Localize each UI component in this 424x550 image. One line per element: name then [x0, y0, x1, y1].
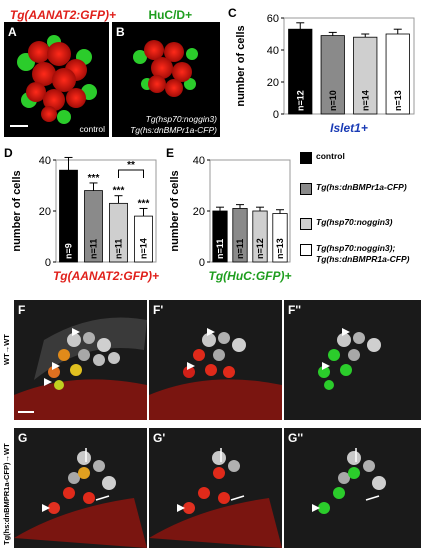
row-f-side-label: WT→WT	[2, 334, 11, 365]
n-label: n=14	[139, 238, 149, 259]
y-tick-label: 40	[193, 155, 205, 167]
y-tick-label: 20	[267, 77, 279, 89]
panel-g2-image	[284, 428, 421, 548]
panel-b: B Tg(hsp70:noggin3) Tg(hs:dnBMPr1a-CFP)	[112, 22, 220, 137]
title-red: Tg(AANAT2:GFP)+	[9, 8, 116, 22]
y-tick-label: 20	[39, 206, 51, 218]
panel-b-caption-1: Tg(hsp70:noggin3)	[145, 114, 217, 124]
y-tick-label: 60	[267, 13, 279, 25]
y-tick-label: 40	[39, 155, 51, 167]
significance-stars: ***	[88, 173, 100, 184]
n-label: n=14	[360, 90, 370, 111]
significance-stars: ***	[138, 198, 150, 209]
n-label: n=9	[64, 243, 74, 259]
panel-f2-image	[284, 300, 421, 420]
bar	[109, 202, 128, 263]
x-axis-label: Islet1+	[330, 121, 368, 135]
y-tick-label: 0	[273, 109, 279, 121]
panel-b-caption-2: Tg(hs:dnBMPr1a-CFP)	[130, 125, 217, 135]
panel-a: A control	[4, 22, 109, 137]
panel-g-label: G	[18, 431, 28, 445]
legend-label-dnbmpr1a: Tg(hs:dnBMPr1a-CFP)	[316, 182, 407, 192]
legend-swatch-dnbmpr1a	[300, 183, 312, 195]
chart-e-label: E	[166, 146, 175, 160]
legend-label-combined: Tg(hsp70:noggin3); Tg(hs:dnBMPR1a-CFP)	[316, 243, 410, 264]
y-tick-label: 40	[267, 45, 279, 57]
panel-g-image	[14, 428, 147, 548]
title-green: HuC/D+	[148, 8, 193, 22]
row-g-side-label: Tg(hs:dnBMPR1a-CFP)→WT	[2, 443, 11, 545]
n-label: n=11	[89, 239, 99, 259]
chart-c: 0 20 40 60 number of cells n=12 n=10 n=14 n=13 Is…	[235, 13, 415, 135]
chart-e-container: E 0 20 40 number of cells n=11 n=11 n=12 n=13 Tg…	[164, 146, 296, 284]
legend-swatch-combined	[300, 244, 312, 256]
x-axis-label: Tg(HuC:GFP)+	[209, 269, 292, 283]
legend: control Tg(hs:dnBMPr1a-CFP) Tg(hsp70:nog…	[296, 146, 422, 296]
significance-stars: ***	[113, 186, 125, 197]
panel-g2: G''	[284, 428, 421, 548]
panel-f1-label: F'	[153, 303, 164, 317]
figure-title: Tg(AANAT2:GFP)+ HuC/D+	[6, 6, 196, 24]
chart-c-label: C	[228, 6, 237, 20]
panel-f1-image	[149, 300, 282, 420]
panel-f-image	[14, 300, 147, 420]
n-label: n=13	[275, 238, 285, 259]
chart-d-container: D 0 20 40 number of cells n=9 n=11 *** n=11 *** n…	[2, 146, 162, 284]
chart-c-container: C 0 20 40 60 number of cells n=12 n=10 n=14 n=13…	[226, 6, 420, 136]
panel-f2-label: F''	[288, 303, 302, 317]
y-tick-label: 20	[193, 206, 205, 218]
panel-f: F	[14, 300, 147, 420]
legend-label-control: control	[316, 151, 345, 161]
n-label: n=11	[114, 239, 124, 259]
panel-a-image	[10, 35, 97, 127]
panel-f2: F''	[284, 300, 421, 420]
n-label: n=13	[393, 90, 403, 111]
panel-f1: F'	[149, 300, 282, 420]
legend-swatch-noggin3	[300, 218, 312, 230]
panel-f-label: F	[18, 303, 26, 317]
x-axis-label: Tg(AANAT2:GFP)+	[53, 269, 159, 283]
bar	[84, 190, 103, 263]
n-label: n=11	[235, 239, 245, 259]
y-axis-label: number of cells	[11, 170, 23, 251]
panel-a-caption: control	[79, 124, 105, 134]
y-tick-label: 0	[45, 257, 51, 269]
n-label: n=11	[215, 239, 225, 259]
panel-b-image	[133, 40, 198, 97]
panel-g: G	[14, 428, 147, 548]
n-label: n=12	[255, 238, 265, 259]
y-tick-label: 0	[199, 257, 205, 269]
n-label: n=10	[328, 90, 338, 111]
bracket-label: **	[127, 160, 135, 171]
panel-b-label: B	[116, 25, 125, 39]
chart-e: 0 20 40 number of cells n=11 n=11 n=12 n=13 Tg(H…	[169, 155, 292, 283]
legend-label-noggin3: Tg(hsp70:noggin3)	[316, 217, 393, 227]
y-axis-label: number of cells	[169, 170, 181, 251]
bar	[134, 215, 153, 263]
panel-a-label: A	[8, 25, 17, 39]
panel-g1-image	[149, 428, 282, 548]
panel-g2-label: G''	[288, 431, 304, 445]
chart-d-label: D	[4, 146, 13, 160]
significance-bracket	[118, 169, 144, 178]
y-axis-label: number of cells	[235, 25, 247, 106]
panel-g1: G'	[149, 428, 282, 548]
panel-g1-label: G'	[153, 431, 166, 445]
n-label: n=12	[295, 90, 305, 111]
chart-d: 0 20 40 number of cells n=9 n=11 *** n=11 *** n=1…	[11, 155, 159, 283]
legend-swatch-control	[300, 152, 312, 164]
